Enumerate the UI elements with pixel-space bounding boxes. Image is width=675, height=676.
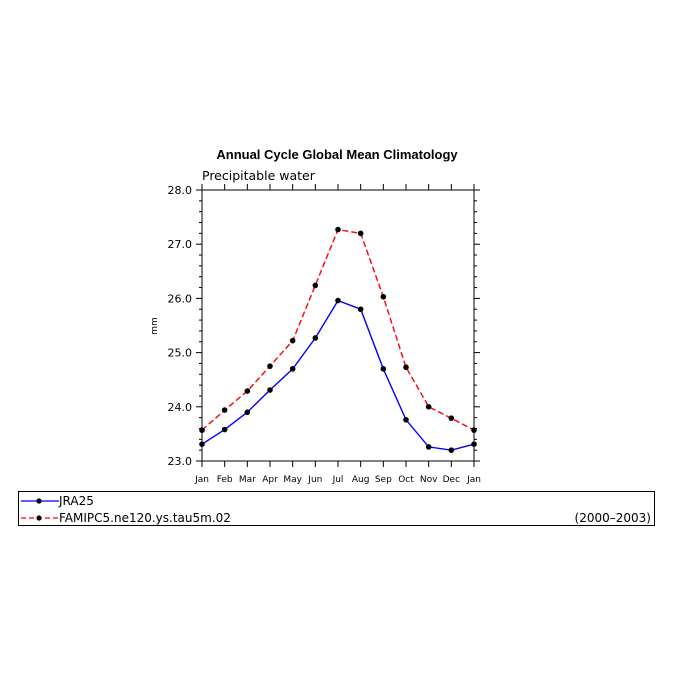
x-tick-label: Nov <box>420 475 438 485</box>
x-tick-label: Jan <box>194 475 209 485</box>
legend-label-famipc5: FAMIPC5.ne120.ys.tau5m.02 <box>59 511 231 525</box>
data-point-series-1 <box>221 407 228 413</box>
data-point-series-0 <box>312 335 319 341</box>
chart-subtitle: Precipitable water <box>202 168 316 183</box>
data-point-series-0 <box>380 366 387 372</box>
data-point-series-0 <box>221 426 228 433</box>
x-tick-label: Jan <box>466 475 481 485</box>
data-point-series-1 <box>199 427 205 433</box>
x-tick-label: Feb <box>217 475 233 485</box>
data-point-series-1 <box>403 364 409 371</box>
data-point-series-0 <box>289 366 296 372</box>
x-tick-label: Mar <box>239 475 256 485</box>
data-point-series-0 <box>403 417 409 423</box>
x-tick-label: Sep <box>375 475 392 485</box>
x-tick-label: Apr <box>262 475 278 485</box>
y-tick-label: 24.0 <box>168 401 193 414</box>
data-point-series-1 <box>425 404 432 410</box>
y-tick-label: 26.0 <box>168 292 193 305</box>
data-point-series-0 <box>335 297 341 304</box>
data-point-series-0 <box>357 306 364 313</box>
data-point-series-1 <box>448 415 455 421</box>
data-point-series-0 <box>448 447 455 453</box>
data-point-series-1 <box>267 363 273 369</box>
data-point-series-1 <box>289 337 296 344</box>
data-point-series-0 <box>244 409 251 416</box>
y-tick-label: 25.0 <box>168 347 193 360</box>
data-point-series-1 <box>357 230 364 237</box>
x-tick-label: Oct <box>398 475 414 485</box>
legend-item-famipc5: FAMIPC5.ne120.ys.tau5m.02 (2000–2003) <box>19 510 654 526</box>
x-tick-label: Jul <box>332 475 344 485</box>
data-point-series-1 <box>244 388 251 394</box>
series-line-1 <box>201 228 475 431</box>
x-tick-label: Aug <box>352 475 370 485</box>
legend-label-jra25: JRA25 <box>59 494 94 508</box>
legend-period: (2000–2003) <box>574 511 651 525</box>
legend-line-solid-icon <box>21 498 59 504</box>
legend: JRA25 FAMIPC5.ne120.ys.tau5m.02 (2000–20… <box>18 491 655 526</box>
series-line-0 <box>201 299 475 451</box>
y-tick-label: 28.0 <box>168 184 193 197</box>
data-point-series-0 <box>471 441 477 447</box>
x-tick-label: Jun <box>307 475 322 485</box>
x-tick-label: May <box>283 475 302 485</box>
data-point-series-1 <box>380 293 387 300</box>
chart-title: Annual Cycle Global Mean Climatology <box>216 147 458 162</box>
data-point-series-0 <box>425 444 432 450</box>
data-point-series-1 <box>335 226 341 233</box>
legend-line-dashed-icon <box>21 515 59 521</box>
data-point-series-0 <box>199 441 205 447</box>
y-tick-label: 23.0 <box>168 455 193 468</box>
data-point-series-1 <box>471 427 477 433</box>
y-tick-label: 27.0 <box>168 238 193 251</box>
line-chart: Annual Cycle Global Mean Climatology Pre… <box>150 147 481 485</box>
y-axis-label: mm <box>150 317 160 335</box>
x-tick-label: Dec <box>443 475 460 485</box>
data-point-series-1 <box>312 282 319 289</box>
data-point-series-0 <box>267 387 273 393</box>
legend-item-jra25: JRA25 <box>19 493 654 509</box>
